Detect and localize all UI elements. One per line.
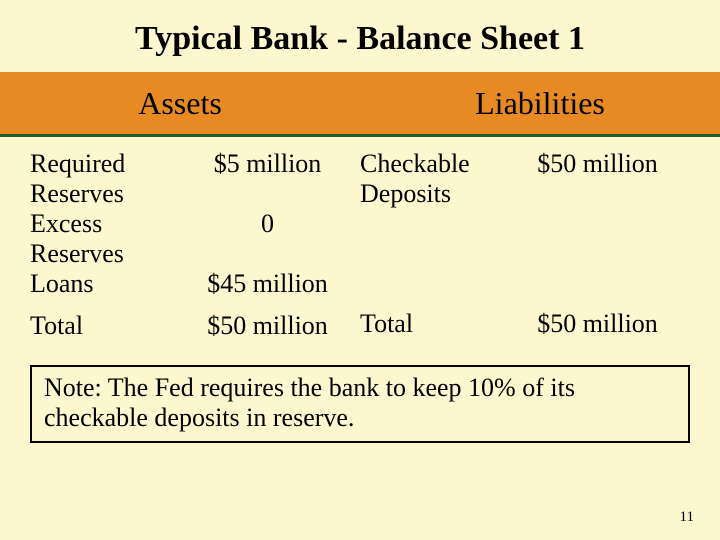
asset-row-required-reserves: Required Reserves $5 million	[30, 149, 360, 209]
page-number: 11	[680, 509, 694, 526]
asset-value: $5 million	[175, 149, 360, 179]
assets-heading: Assets	[0, 85, 360, 122]
note-box: Note: The Fed requires the bank to keep …	[30, 365, 690, 443]
balance-sheet-body: Required Reserves $5 million Excess Rese…	[0, 137, 720, 361]
page-title: Typical Bank - Balance Sheet 1	[0, 0, 720, 72]
liability-row-total: Total $50 million	[360, 309, 690, 351]
asset-label: Loans	[30, 269, 175, 299]
asset-row-loans: Loans $45 million	[30, 269, 360, 311]
liabilities-column: Checkable Deposits $50 million Total $50…	[360, 149, 690, 353]
asset-label: Excess Reserves	[30, 209, 175, 269]
asset-value: 0	[175, 209, 360, 239]
asset-value: $45 million	[175, 269, 360, 299]
asset-value: $50 million	[175, 311, 360, 341]
asset-row-excess-reserves: Excess Reserves 0	[30, 209, 360, 269]
liability-label: Checkable Deposits	[360, 149, 505, 209]
asset-label: Required Reserves	[30, 149, 175, 209]
assets-column: Required Reserves $5 million Excess Rese…	[30, 149, 360, 353]
liability-value: $50 million	[505, 309, 690, 339]
liability-label: Total	[360, 309, 505, 339]
asset-label: Total	[30, 311, 175, 341]
liability-value: $50 million	[505, 149, 690, 179]
liability-row-checkable-deposits: Checkable Deposits $50 million	[360, 149, 690, 209]
asset-row-total: Total $50 million	[30, 311, 360, 353]
balance-header-band: Assets Liabilities	[0, 72, 720, 134]
liability-spacer	[360, 209, 690, 309]
liabilities-heading: Liabilities	[360, 85, 720, 122]
